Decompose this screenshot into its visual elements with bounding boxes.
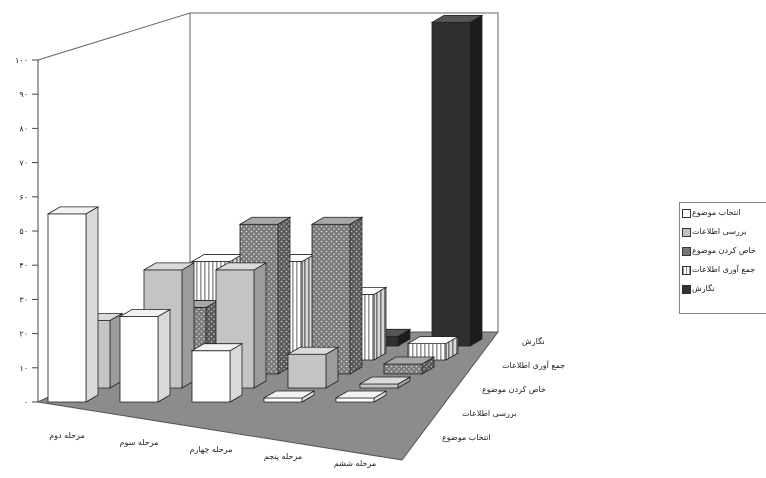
bar-top	[262, 390, 316, 399]
bar-side	[85, 206, 99, 403]
bar	[46, 206, 100, 403]
bar-top	[46, 206, 100, 215]
bar-top	[358, 376, 412, 385]
bar-top	[406, 336, 460, 344]
bar-top	[430, 14, 484, 23]
bar-top	[286, 346, 340, 355]
bar-top	[382, 356, 436, 365]
y-ticks: ۰ ۱۰ ۲۰ ۳۰ ۴۰ ۵۰ ۶۰ ۷۰ ۸۰ ۹۰ ۱۰۰	[15, 56, 38, 407]
bar	[382, 356, 436, 375]
bar	[310, 216, 364, 375]
bar	[286, 346, 340, 389]
legend-label: بررسی اطلاعات	[692, 227, 747, 236]
y-tick-label: ۱۰	[19, 364, 28, 373]
bar-side	[229, 343, 243, 403]
bar-front	[263, 397, 303, 403]
legend-swatch	[682, 228, 691, 237]
y-tick-label: ۵۰	[19, 227, 28, 236]
series-axis-label: خاص کردن موضوع	[482, 385, 546, 394]
y-tick-label: ۰	[24, 398, 28, 407]
bar-top	[238, 216, 292, 225]
x-tick-label: مرحله پنجم	[264, 452, 302, 461]
legend-swatch	[682, 247, 691, 256]
y-tick-label: ۸۰	[19, 124, 28, 133]
bar-top	[142, 262, 196, 271]
series-axis-label: جمع آوری اطلاعات	[502, 360, 565, 370]
bar-side	[253, 262, 267, 389]
x-tick-label: مرحله چهارم	[189, 445, 232, 454]
legend-item: بررسی اطلاعات	[680, 222, 766, 241]
bar-side	[157, 308, 171, 403]
legend-swatch	[682, 285, 691, 294]
bar	[358, 376, 412, 389]
legend-swatch	[682, 266, 691, 275]
bar-top	[310, 216, 364, 225]
legend-item: خاص کردن موضوع	[680, 241, 766, 260]
series-axis-label: انتخاب موضوع	[442, 433, 491, 442]
bar-top	[118, 309, 172, 317]
bar	[406, 335, 460, 361]
bar-front	[119, 316, 159, 403]
y-tick-label: ۲۰	[19, 330, 28, 339]
y-tick-label: ۹۰	[19, 90, 28, 99]
legend: انتخاب موضوع بررسی اطلاعات خاص کردن موضو…	[679, 202, 766, 314]
y-tick-label: ۴۰	[19, 261, 28, 270]
x-axis-labels: مرحله دوم مرحله سوم مرحله چهارم مرحله پنجم م…	[49, 431, 376, 468]
bar-front	[383, 363, 423, 375]
series-axis-labels: انتخاب موضوع بررسی اطلاعات خاص کردن موضوع ج…	[442, 336, 565, 442]
legend-label: انتخاب موضوع	[692, 208, 741, 217]
bar-front	[335, 397, 375, 403]
bar	[262, 390, 316, 403]
legend-item: انتخاب موضوع	[680, 203, 766, 222]
y-tick-label: ۷۰	[19, 159, 28, 168]
series-axis-label: نگارش	[522, 336, 545, 346]
series-axis-label: بررسی اطلاعات	[462, 409, 517, 418]
bar	[430, 14, 484, 347]
y-tick-label: ۶۰	[19, 193, 28, 202]
bar	[190, 343, 244, 403]
bar-side	[349, 216, 363, 375]
bar-top	[190, 343, 244, 352]
bar-side	[277, 216, 291, 375]
bar-top	[214, 262, 268, 271]
x-tick-label: مرحله ششم	[334, 459, 376, 468]
bar-front	[47, 213, 87, 403]
legend-label: نگارش	[692, 284, 715, 293]
legend-item: جمع آوری اطلاعات	[680, 260, 766, 279]
bar-front	[431, 21, 471, 347]
legend-item: نگارش	[680, 279, 766, 298]
legend-label: جمع آوری اطلاعات	[692, 265, 756, 274]
bar	[118, 308, 172, 403]
bars	[46, 14, 484, 403]
x-tick-label: مرحله دوم	[49, 431, 85, 440]
bar-front	[191, 350, 231, 403]
bar-side	[373, 286, 387, 361]
legend-swatch	[682, 209, 691, 218]
bar-front	[287, 353, 327, 389]
legend-label: خاص کردن موضوع	[692, 246, 756, 255]
y-tick-label: ۱۰۰	[15, 56, 28, 65]
x-tick-label: مرحله سوم	[120, 438, 159, 447]
bar-top	[334, 390, 388, 399]
bar-side	[469, 14, 483, 347]
y-tick-label: ۳۰	[19, 295, 28, 304]
bar-front	[359, 383, 399, 389]
bar	[334, 390, 388, 403]
